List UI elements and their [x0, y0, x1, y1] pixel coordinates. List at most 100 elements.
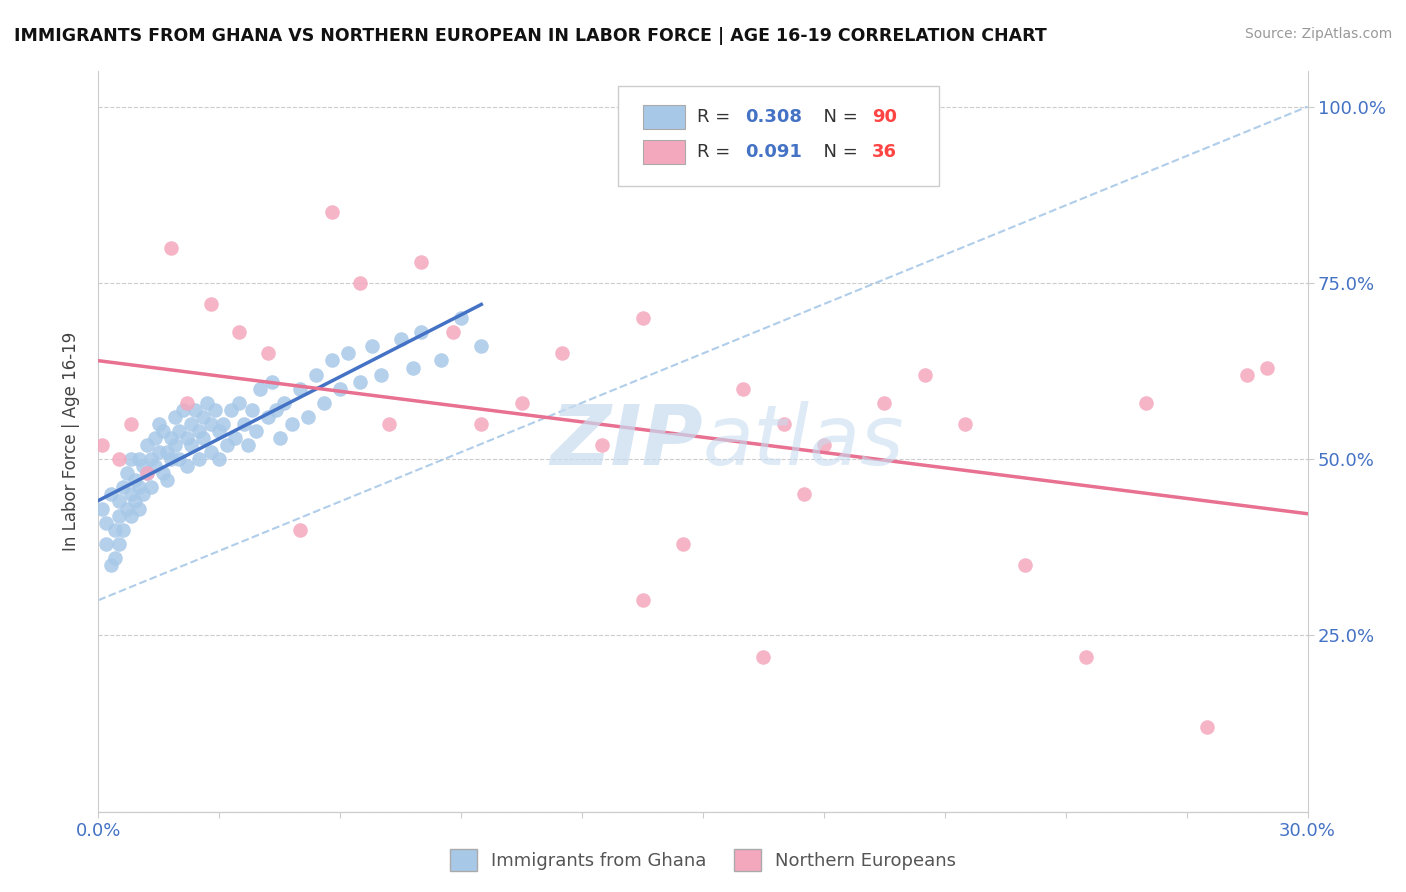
- Point: [260, 375, 283, 389]
- Bar: [643, 105, 685, 129]
- Point: [733, 382, 755, 396]
- Point: [1236, 368, 1258, 382]
- Point: [91, 438, 114, 452]
- Point: [120, 487, 142, 501]
- Point: [115, 501, 138, 516]
- Point: [314, 396, 336, 410]
- Point: [152, 467, 174, 481]
- Point: [135, 438, 157, 452]
- Point: [349, 375, 371, 389]
- Point: [148, 445, 170, 459]
- Point: [953, 417, 976, 431]
- Text: N =: N =: [811, 108, 863, 127]
- Point: [160, 431, 183, 445]
- Point: [200, 417, 222, 431]
- Text: 90: 90: [872, 108, 897, 127]
- Point: [111, 480, 134, 494]
- Text: ZIP: ZIP: [550, 401, 703, 482]
- Point: [135, 467, 157, 481]
- Point: [195, 396, 218, 410]
- Point: [217, 438, 239, 452]
- Text: Source: ZipAtlas.com: Source: ZipAtlas.com: [1244, 27, 1392, 41]
- Point: [221, 402, 243, 417]
- Point: [120, 452, 142, 467]
- Point: [377, 417, 399, 431]
- Point: [321, 205, 343, 219]
- Point: [631, 311, 654, 326]
- Point: [180, 417, 202, 431]
- Point: [139, 480, 162, 494]
- Point: [1256, 360, 1278, 375]
- Point: [176, 431, 198, 445]
- Point: [160, 452, 183, 467]
- Point: [873, 396, 896, 410]
- Point: [470, 417, 492, 431]
- Point: [103, 523, 125, 537]
- Point: [389, 332, 412, 346]
- Text: 36: 36: [872, 143, 897, 161]
- Point: [91, 501, 114, 516]
- Point: [172, 402, 194, 417]
- Point: [236, 438, 259, 452]
- Point: [152, 424, 174, 438]
- Point: [100, 487, 122, 501]
- Point: [143, 459, 166, 474]
- Point: [240, 402, 263, 417]
- Point: [107, 494, 129, 508]
- Point: [1074, 649, 1097, 664]
- Point: [156, 445, 179, 459]
- Point: [1014, 558, 1036, 572]
- Point: [672, 537, 695, 551]
- Point: [160, 241, 183, 255]
- Point: [107, 452, 129, 467]
- Point: [288, 382, 311, 396]
- Point: [193, 431, 215, 445]
- Point: [193, 409, 215, 424]
- Point: [305, 368, 328, 382]
- Point: [120, 417, 142, 431]
- Point: [224, 431, 246, 445]
- Point: [349, 276, 371, 290]
- Point: [288, 523, 311, 537]
- Point: [321, 353, 343, 368]
- Text: 0.091: 0.091: [745, 143, 803, 161]
- Point: [245, 424, 267, 438]
- Point: [167, 452, 190, 467]
- Text: R =: R =: [697, 108, 735, 127]
- Point: [167, 424, 190, 438]
- Bar: [643, 140, 685, 164]
- Point: [180, 438, 202, 452]
- Point: [329, 382, 352, 396]
- Point: [148, 417, 170, 431]
- Point: [124, 494, 146, 508]
- Point: [409, 325, 432, 339]
- Point: [200, 445, 222, 459]
- FancyBboxPatch shape: [619, 87, 939, 186]
- Point: [361, 339, 384, 353]
- Point: [188, 452, 211, 467]
- Point: [107, 537, 129, 551]
- Point: [281, 417, 304, 431]
- Legend: Immigrants from Ghana, Northern Europeans: Immigrants from Ghana, Northern European…: [443, 842, 963, 879]
- Point: [337, 346, 360, 360]
- Point: [96, 516, 118, 530]
- Point: [370, 368, 392, 382]
- Point: [135, 467, 157, 481]
- Point: [128, 480, 150, 494]
- Point: [163, 409, 186, 424]
- Point: [232, 417, 254, 431]
- Point: [176, 396, 198, 410]
- Point: [441, 325, 464, 339]
- Point: [128, 501, 150, 516]
- Point: [124, 473, 146, 487]
- Point: [510, 396, 533, 410]
- Point: [200, 297, 222, 311]
- Point: [249, 382, 271, 396]
- Text: 0.308: 0.308: [745, 108, 803, 127]
- Point: [143, 431, 166, 445]
- Point: [752, 649, 775, 664]
- Point: [107, 508, 129, 523]
- Point: [551, 346, 574, 360]
- Point: [120, 508, 142, 523]
- Point: [128, 452, 150, 467]
